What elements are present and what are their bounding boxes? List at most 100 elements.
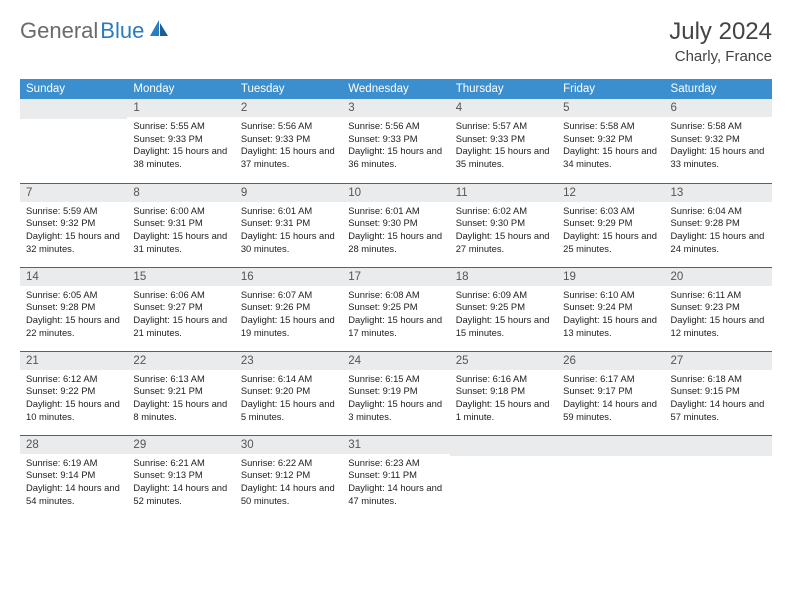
daylight-line: Daylight: 15 hours and 15 minutes. (456, 314, 551, 339)
day-details: Sunrise: 6:00 AMSunset: 9:31 PMDaylight:… (127, 202, 234, 260)
calendar-cell: 1Sunrise: 5:55 AMSunset: 9:33 PMDaylight… (127, 99, 234, 183)
day-number: 20 (665, 268, 772, 286)
brand-logo: GeneralBlue (20, 18, 170, 44)
calendar-cell: 7Sunrise: 5:59 AMSunset: 9:32 PMDaylight… (20, 183, 127, 267)
daylight-line: Daylight: 15 hours and 21 minutes. (133, 314, 228, 339)
sunset-line: Sunset: 9:30 PM (456, 217, 551, 230)
sunset-line: Sunset: 9:13 PM (133, 469, 228, 482)
calendar-cell: 23Sunrise: 6:14 AMSunset: 9:20 PMDayligh… (235, 351, 342, 435)
calendar-cell: 28Sunrise: 6:19 AMSunset: 9:14 PMDayligh… (20, 435, 127, 519)
day-details: Sunrise: 6:07 AMSunset: 9:26 PMDaylight:… (235, 286, 342, 344)
weekday-header: Friday (557, 79, 664, 99)
sunrise-line: Sunrise: 6:12 AM (26, 373, 121, 386)
day-details: Sunrise: 6:21 AMSunset: 9:13 PMDaylight:… (127, 454, 234, 512)
weekday-header: Tuesday (235, 79, 342, 99)
sunrise-line: Sunrise: 5:57 AM (456, 120, 551, 133)
sunrise-line: Sunrise: 6:01 AM (348, 205, 443, 218)
day-number: 14 (20, 268, 127, 286)
day-details: Sunrise: 6:04 AMSunset: 9:28 PMDaylight:… (665, 202, 772, 260)
day-details: Sunrise: 6:22 AMSunset: 9:12 PMDaylight:… (235, 454, 342, 512)
day-number: 11 (450, 184, 557, 202)
day-number (557, 436, 664, 456)
calendar-cell: 30Sunrise: 6:22 AMSunset: 9:12 PMDayligh… (235, 435, 342, 519)
sunset-line: Sunset: 9:28 PM (26, 301, 121, 314)
sunrise-line: Sunrise: 6:17 AM (563, 373, 658, 386)
calendar-cell: 20Sunrise: 6:11 AMSunset: 9:23 PMDayligh… (665, 267, 772, 351)
calendar-cell (450, 435, 557, 519)
sunset-line: Sunset: 9:31 PM (241, 217, 336, 230)
calendar-cell: 11Sunrise: 6:02 AMSunset: 9:30 PMDayligh… (450, 183, 557, 267)
brand-part1: General (20, 18, 98, 44)
day-details: Sunrise: 6:06 AMSunset: 9:27 PMDaylight:… (127, 286, 234, 344)
month-title: July 2024 (669, 18, 772, 46)
calendar-cell (665, 435, 772, 519)
day-details: Sunrise: 5:56 AMSunset: 9:33 PMDaylight:… (235, 117, 342, 175)
sunrise-line: Sunrise: 6:05 AM (26, 289, 121, 302)
day-number: 9 (235, 184, 342, 202)
sunrise-line: Sunrise: 6:02 AM (456, 205, 551, 218)
sunset-line: Sunset: 9:31 PM (133, 217, 228, 230)
day-number: 19 (557, 268, 664, 286)
calendar-cell (557, 435, 664, 519)
day-number: 27 (665, 352, 772, 370)
location-label: Charly, France (669, 48, 772, 65)
weekday-header: Wednesday (342, 79, 449, 99)
day-number: 3 (342, 99, 449, 117)
day-details: Sunrise: 6:03 AMSunset: 9:29 PMDaylight:… (557, 202, 664, 260)
sunrise-line: Sunrise: 6:04 AM (671, 205, 766, 218)
calendar-week-row: 28Sunrise: 6:19 AMSunset: 9:14 PMDayligh… (20, 435, 772, 519)
day-details: Sunrise: 6:11 AMSunset: 9:23 PMDaylight:… (665, 286, 772, 344)
day-number: 17 (342, 268, 449, 286)
calendar-cell: 18Sunrise: 6:09 AMSunset: 9:25 PMDayligh… (450, 267, 557, 351)
day-details: Sunrise: 6:16 AMSunset: 9:18 PMDaylight:… (450, 370, 557, 428)
day-details: Sunrise: 5:56 AMSunset: 9:33 PMDaylight:… (342, 117, 449, 175)
calendar-cell: 15Sunrise: 6:06 AMSunset: 9:27 PMDayligh… (127, 267, 234, 351)
day-details: Sunrise: 6:10 AMSunset: 9:24 PMDaylight:… (557, 286, 664, 344)
day-number: 18 (450, 268, 557, 286)
calendar-cell: 16Sunrise: 6:07 AMSunset: 9:26 PMDayligh… (235, 267, 342, 351)
weekday-header: Monday (127, 79, 234, 99)
day-number: 25 (450, 352, 557, 370)
sunset-line: Sunset: 9:22 PM (26, 385, 121, 398)
day-number: 5 (557, 99, 664, 117)
sunset-line: Sunset: 9:28 PM (671, 217, 766, 230)
calendar-cell: 27Sunrise: 6:18 AMSunset: 9:15 PMDayligh… (665, 351, 772, 435)
brand-part2: Blue (100, 18, 144, 44)
day-number (450, 436, 557, 456)
sunset-line: Sunset: 9:12 PM (241, 469, 336, 482)
day-number: 7 (20, 184, 127, 202)
day-number: 23 (235, 352, 342, 370)
day-details: Sunrise: 6:17 AMSunset: 9:17 PMDaylight:… (557, 370, 664, 428)
sunset-line: Sunset: 9:19 PM (348, 385, 443, 398)
weekday-header: Sunday (20, 79, 127, 99)
daylight-line: Daylight: 15 hours and 34 minutes. (563, 145, 658, 170)
day-details: Sunrise: 5:59 AMSunset: 9:32 PMDaylight:… (20, 202, 127, 260)
day-details: Sunrise: 5:57 AMSunset: 9:33 PMDaylight:… (450, 117, 557, 175)
day-number: 2 (235, 99, 342, 117)
sunrise-line: Sunrise: 6:10 AM (563, 289, 658, 302)
daylight-line: Daylight: 15 hours and 28 minutes. (348, 230, 443, 255)
day-details: Sunrise: 6:23 AMSunset: 9:11 PMDaylight:… (342, 454, 449, 512)
day-number: 15 (127, 268, 234, 286)
sunset-line: Sunset: 9:20 PM (241, 385, 336, 398)
day-details: Sunrise: 6:01 AMSunset: 9:31 PMDaylight:… (235, 202, 342, 260)
sunrise-line: Sunrise: 6:07 AM (241, 289, 336, 302)
calendar-cell: 17Sunrise: 6:08 AMSunset: 9:25 PMDayligh… (342, 267, 449, 351)
day-number: 31 (342, 436, 449, 454)
daylight-line: Daylight: 15 hours and 24 minutes. (671, 230, 766, 255)
sunrise-line: Sunrise: 5:56 AM (348, 120, 443, 133)
day-number: 29 (127, 436, 234, 454)
sunrise-line: Sunrise: 5:58 AM (563, 120, 658, 133)
day-details: Sunrise: 6:15 AMSunset: 9:19 PMDaylight:… (342, 370, 449, 428)
sunrise-line: Sunrise: 6:11 AM (671, 289, 766, 302)
page-header: GeneralBlue July 2024 Charly, France (20, 18, 772, 65)
calendar-cell: 14Sunrise: 6:05 AMSunset: 9:28 PMDayligh… (20, 267, 127, 351)
calendar-cell: 9Sunrise: 6:01 AMSunset: 9:31 PMDaylight… (235, 183, 342, 267)
sunrise-line: Sunrise: 5:59 AM (26, 205, 121, 218)
day-number: 16 (235, 268, 342, 286)
sail-icon (148, 18, 170, 44)
day-number: 8 (127, 184, 234, 202)
calendar-cell: 19Sunrise: 6:10 AMSunset: 9:24 PMDayligh… (557, 267, 664, 351)
sunrise-line: Sunrise: 6:23 AM (348, 457, 443, 470)
sunrise-line: Sunrise: 6:03 AM (563, 205, 658, 218)
